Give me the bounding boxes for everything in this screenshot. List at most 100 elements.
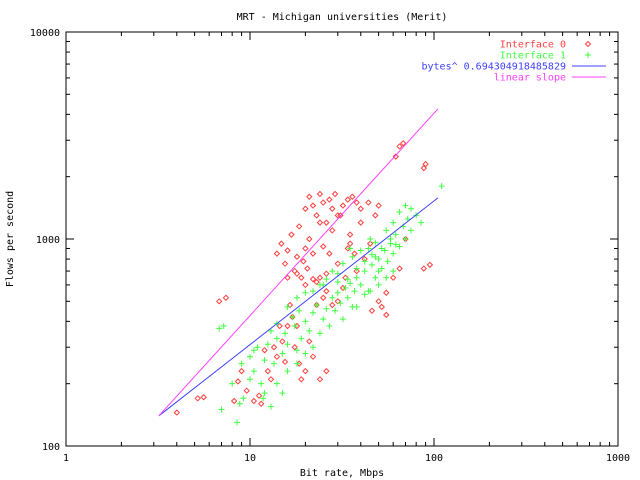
data-point-interface-1	[396, 243, 403, 250]
data-point-interface-1	[392, 231, 399, 238]
data-point-interface-1	[372, 274, 379, 281]
data-point-interface-1	[390, 219, 397, 226]
data-point-interface-1	[361, 268, 368, 275]
data-point-interface-1	[236, 400, 243, 407]
data-point-interface-1	[337, 300, 344, 307]
data-point-interface-1	[378, 245, 385, 252]
data-point-interface-1	[298, 335, 305, 342]
data-point-interface-1	[329, 268, 336, 275]
data-point-interface-1	[258, 380, 265, 387]
data-point-interface-0	[295, 360, 303, 367]
data-point-interface-0	[344, 196, 351, 203]
data-point-interface-1	[347, 245, 354, 252]
data-point-interface-0	[334, 212, 341, 219]
data-point-interface-0	[306, 338, 313, 345]
data-point-interface-1	[339, 316, 346, 323]
data-point-interface-1	[264, 341, 271, 348]
data-point-interface-0	[293, 270, 301, 277]
data-point-interface-0	[422, 160, 429, 168]
data-point-interface-0	[243, 387, 250, 394]
data-point-interface-1	[302, 350, 309, 357]
data-point-interface-0	[353, 267, 360, 275]
data-point-interface-0	[173, 409, 180, 416]
data-point-interface-0	[222, 294, 230, 301]
data-point-interface-1	[273, 335, 280, 342]
data-point-interface-1	[383, 274, 390, 281]
data-point-interface-0	[339, 284, 347, 292]
data-point-interface-0	[329, 205, 336, 212]
series-0	[173, 140, 434, 416]
data-point-interface-0	[257, 400, 265, 407]
data-point-interface-1	[329, 294, 336, 301]
data-point-interface-0	[281, 358, 289, 366]
data-point-interface-1	[418, 219, 425, 226]
data-point-interface-0	[420, 164, 427, 172]
data-point-interface-0	[357, 205, 364, 212]
data-point-interface-1	[279, 390, 286, 397]
data-point-interface-1	[357, 247, 364, 254]
data-point-interface-0	[331, 190, 339, 198]
data-point-interface-0	[293, 253, 301, 261]
data-point-interface-0	[302, 281, 309, 289]
data-point-interface-0	[261, 347, 268, 354]
data-point-interface-1	[240, 395, 247, 402]
data-point-interface-0	[276, 322, 283, 330]
data-point-interface-0	[306, 235, 313, 243]
data-point-interface-0	[230, 397, 238, 405]
data-point-interface-1	[372, 239, 379, 246]
data-point-interface-0	[306, 193, 313, 200]
data-point-interface-0	[426, 261, 434, 269]
axis-ticks: 1 10 100 1000 100 1000 10000	[30, 28, 630, 464]
data-point-interface-1	[375, 268, 382, 275]
data-point-interface-1	[316, 330, 323, 337]
data-point-interface-0	[420, 265, 427, 272]
data-point-interface-0	[264, 367, 272, 375]
data-point-interface-0	[323, 219, 330, 226]
data-point-interface-1	[438, 183, 445, 190]
data-point-interface-0	[295, 223, 303, 230]
data-point-interface-1	[289, 313, 296, 320]
data-point-interface-1	[375, 281, 382, 288]
data-point-interface-0	[293, 322, 301, 330]
data-point-interface-1	[310, 344, 317, 351]
data-point-interface-1	[291, 322, 298, 329]
data-point-interface-1	[267, 403, 274, 410]
data-point-interface-1	[344, 294, 351, 301]
data-point-interface-1	[279, 350, 286, 357]
data-point-interface-0	[313, 278, 320, 286]
data-point-interface-0	[316, 219, 324, 226]
data-point-interface-0	[323, 270, 330, 277]
data-point-interface-1	[383, 227, 390, 234]
data-point-interface-1	[261, 357, 268, 364]
data-point-interface-0	[342, 274, 349, 281]
data-point-interface-1	[396, 209, 403, 216]
x-axis-label: Bit rate, Mbps	[300, 468, 384, 479]
data-point-interface-0	[270, 344, 278, 351]
data-point-interface-0	[368, 307, 376, 314]
data-point-interface-0	[273, 353, 281, 360]
data-point-interface-0	[286, 301, 294, 309]
legend-marker-plus	[585, 52, 591, 58]
data-point-interface-1	[357, 281, 364, 288]
data-point-interface-0	[383, 311, 390, 319]
data-point-interface-1	[361, 291, 368, 298]
data-point-interface-0	[334, 298, 341, 305]
data-point-interface-1	[353, 303, 360, 310]
y-tick-label: 100	[42, 442, 60, 453]
data-point-interface-0	[323, 367, 330, 375]
data-point-interface-1	[261, 390, 268, 397]
data-point-interface-0	[302, 245, 309, 252]
x-tick-label: 10	[244, 453, 256, 464]
data-point-interface-1	[387, 236, 394, 242]
data-point-interface-1	[326, 322, 333, 329]
data-point-interface-1	[302, 318, 309, 325]
data-point-interface-1	[270, 360, 277, 367]
data-point-interface-1	[381, 247, 388, 254]
data-point-interface-0	[316, 274, 324, 281]
data-point-interface-1	[238, 360, 245, 367]
data-point-interface-1	[349, 253, 356, 260]
data-point-interface-1	[296, 307, 303, 314]
data-point-interface-1	[250, 368, 257, 375]
data-point-interface-0	[284, 322, 291, 330]
